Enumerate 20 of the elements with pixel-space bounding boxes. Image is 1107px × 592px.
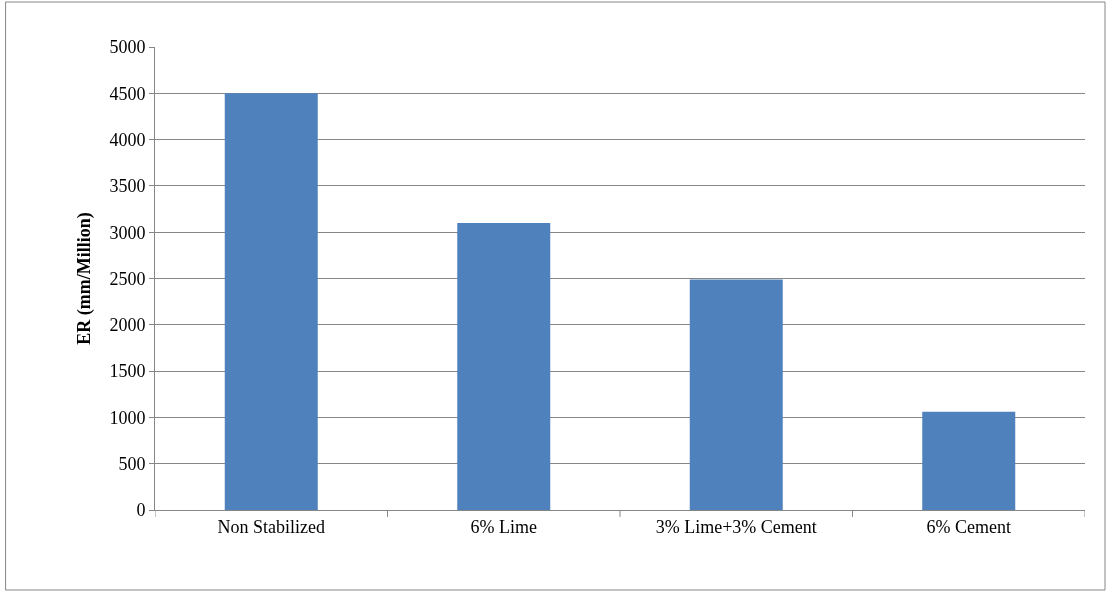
bar (922, 411, 1016, 510)
x-tick-label: 6% Lime (470, 516, 537, 537)
x-tick-label: Non Stabilized (217, 516, 325, 537)
x-tick-label: 3% Lime+3% Cement (655, 516, 817, 537)
y-tick-label: 3000 (109, 222, 146, 243)
y-tick-label: 0 (136, 500, 146, 521)
y-tick-label: 2000 (109, 315, 146, 336)
y-tick-label: 1000 (109, 407, 146, 428)
x-tick-label: 6% Cement (926, 516, 1011, 537)
y-tick-label: 4000 (109, 129, 146, 150)
y-tick-label: 5000 (109, 37, 146, 58)
y-tick-label: 4500 (109, 83, 146, 104)
bar (457, 222, 551, 510)
y-axis-title: ER (mm/Million) (73, 212, 95, 345)
y-tick-label: 2500 (109, 268, 146, 289)
y-tick-label: 1500 (109, 361, 146, 382)
bar (224, 93, 318, 510)
bar (689, 279, 783, 510)
y-tick-label: 3500 (109, 176, 146, 197)
y-tick-label: 500 (118, 454, 146, 474)
